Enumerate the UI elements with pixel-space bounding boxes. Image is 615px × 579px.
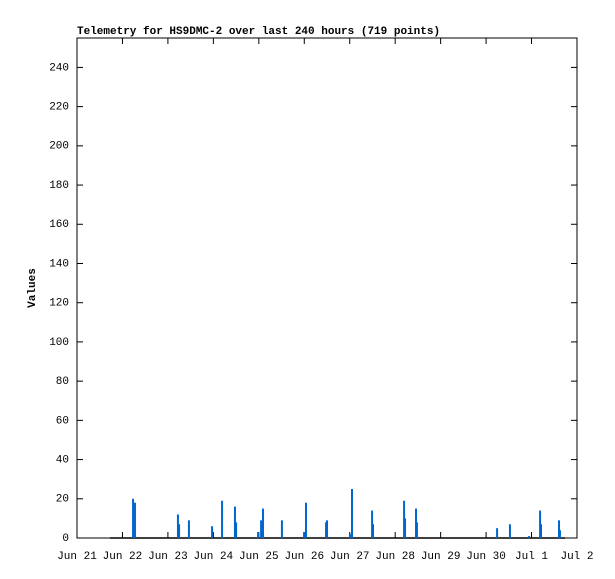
x-tick-label: Jun 24 (194, 551, 234, 563)
x-tick-label: Jul 1 (515, 551, 548, 563)
y-tick-label: 200 (49, 141, 69, 153)
y-axis-label: Values (27, 268, 39, 308)
y-tick-label: 40 (56, 454, 69, 466)
y-tick-label: 180 (49, 180, 69, 192)
y-tick-label: 20 (56, 494, 69, 506)
x-tick-label: Jun 30 (466, 551, 506, 563)
y-tick-label: 0 (62, 533, 69, 545)
chart-title: Telemetry for HS9DMC-2 over last 240 hou… (77, 26, 440, 38)
x-tick-label: Jun 21 (57, 551, 97, 563)
y-tick-label: 160 (49, 219, 69, 231)
x-tick-label: Jun 25 (239, 551, 279, 563)
x-tick-label: Jun 22 (103, 551, 143, 563)
x-tick-label: Jun 26 (284, 551, 324, 563)
x-tick-label: Jun 29 (421, 551, 461, 563)
x-tick-label: Jul 2 (560, 551, 593, 563)
y-tick-label: 240 (49, 62, 69, 74)
y-tick-label: 120 (49, 298, 69, 310)
y-tick-label: 140 (49, 258, 69, 270)
y-tick-label: 80 (56, 376, 69, 388)
x-tick-label: Jun 23 (148, 551, 188, 563)
y-tick-label: 220 (49, 102, 69, 114)
x-tick-label: Jun 27 (330, 551, 370, 563)
x-tick-label: Jun 28 (375, 551, 415, 563)
y-tick-label: 60 (56, 415, 69, 427)
y-tick-label: 100 (49, 337, 69, 349)
